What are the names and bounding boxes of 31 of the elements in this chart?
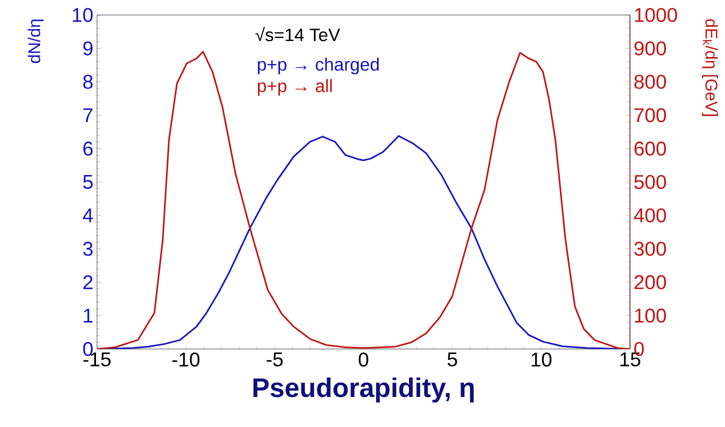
y2-tick-label: 100: [635, 308, 666, 323]
y-tick-label: 1: [84, 308, 93, 322]
annotation: √s=14 TeV: [256, 26, 340, 42]
y-tick-label: 6: [83, 142, 93, 156]
y-tick-label: 7: [83, 108, 92, 122]
y-axis-title: dN/dη: [28, 20, 44, 63]
y-tick-label: 4: [82, 208, 93, 222]
text: p+p → all: [258, 79, 332, 96]
y-tick-label: 10: [72, 8, 93, 22]
y2-tick-label: 900: [634, 41, 666, 56]
y2-tick-label: 1000: [635, 8, 678, 22]
y-tick-label: 8: [83, 74, 93, 89]
x-tick-label: -5: [266, 352, 283, 366]
x-tick-label: 5: [448, 352, 458, 366]
text: p+p → charged: [258, 58, 379, 74]
y2-tick-label: 800: [634, 74, 666, 89]
y-tick-label: 2: [83, 275, 92, 290]
y2-tick-label: 400: [634, 208, 666, 222]
x-tick-label: 0: [358, 352, 368, 367]
y-tick-label: 9: [83, 41, 93, 56]
y-tick-label: 3: [83, 242, 93, 256]
y2-tick-label: 600: [634, 142, 666, 156]
y2-tick-label: 200: [634, 275, 666, 290]
y2-axis-title: dE$_{k}$/dη [GeV]: [702, 19, 718, 116]
x-tick-label: 10: [532, 352, 552, 367]
y2-tick-label: 500: [634, 174, 666, 190]
y2-tick-label: 700: [634, 108, 666, 122]
y2-tick-label: 300: [634, 242, 666, 256]
x-tick-label: -10: [172, 352, 200, 367]
y-tick-label: 5: [83, 175, 93, 189]
x-axis-title: Pseudorapidity, η: [253, 377, 474, 403]
